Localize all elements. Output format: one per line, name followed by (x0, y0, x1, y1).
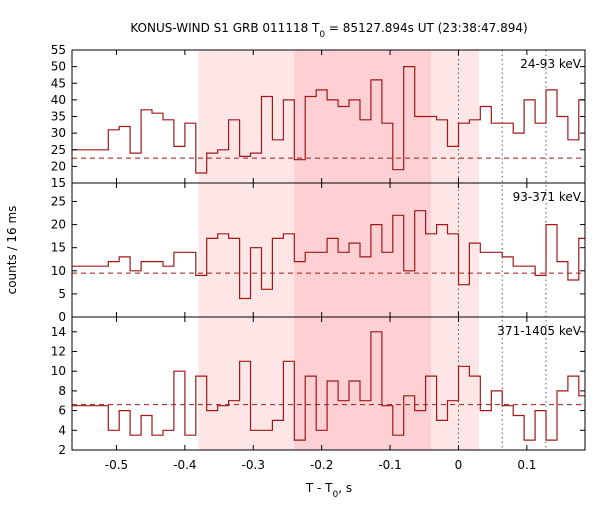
light-curves (72, 66, 585, 441)
light-curve-1 (72, 66, 585, 174)
y-tick-label-3: 10 (51, 364, 66, 378)
y-tick-label-1: 45 (51, 76, 66, 90)
y-tick-label-1: 15 (51, 176, 66, 190)
y-tick-label-3: 6 (58, 404, 66, 418)
y-tick-label-2: 5 (58, 287, 66, 301)
y-tick-label-1: 50 (51, 60, 66, 74)
light-curve-3 (72, 331, 585, 441)
y-tick-label-2: 0 (58, 310, 66, 324)
y-tick-label-3: 14 (51, 325, 66, 339)
shaded-region-2 (294, 50, 432, 450)
y-tick-label-3: 2 (58, 443, 66, 457)
light-curve-2 (72, 210, 585, 300)
y-tick-label-1: 25 (51, 143, 66, 157)
x-tick-label: -0.5 (105, 458, 128, 472)
chart-title: KONUS-WIND S1 GRB 011118 T0 = 85127.894s… (130, 21, 527, 40)
x-tick-label: -0.2 (310, 458, 333, 472)
axis-ticks (72, 49, 585, 451)
energy-band-label-3: 371-1405 keV (497, 324, 581, 338)
y-tick-label-1: 35 (51, 110, 66, 124)
x-axis-title: T - T0, s (305, 481, 352, 500)
x-tick-label: -0.3 (242, 458, 265, 472)
x-tick-label: -0.1 (378, 458, 401, 472)
x-tick-label: -0.4 (173, 458, 196, 472)
y-tick-label-3: 8 (58, 384, 66, 398)
y-tick-label-1: 40 (51, 93, 66, 107)
y-tick-label-2: 20 (51, 218, 66, 232)
y-tick-label-1: 20 (51, 159, 66, 173)
y-tick-label-1: 30 (51, 126, 66, 140)
x-tick-label: 0 (455, 458, 463, 472)
y-tick-label-3: 4 (58, 423, 66, 437)
x-tick-label: 0.1 (517, 458, 536, 472)
y-tick-label-1: 55 (51, 43, 66, 57)
y-tick-label-2: 15 (51, 241, 66, 255)
y-tick-label-3: 12 (51, 344, 66, 358)
y-axis-title: counts / 16 ms (5, 206, 19, 295)
energy-band-label-1: 24-93 keV (520, 57, 582, 71)
y-tick-label-2: 10 (51, 264, 66, 278)
energy-band-label-2: 93-371 keV (513, 190, 582, 204)
y-tick-label-2: 25 (51, 194, 66, 208)
panel-frame-3 (71, 316, 586, 451)
